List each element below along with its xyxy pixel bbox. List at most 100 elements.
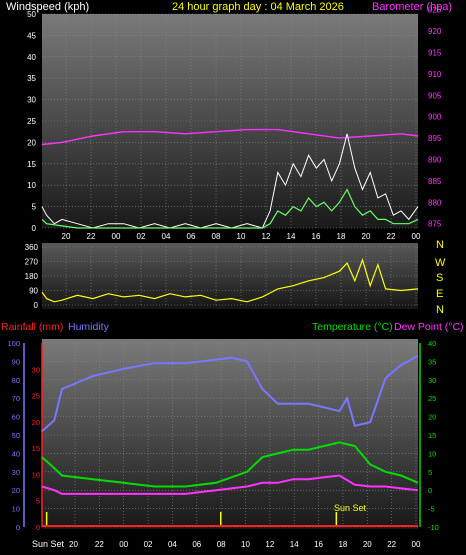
rain-y-tick: 10 bbox=[32, 470, 40, 479]
wind-x-tick: 16 bbox=[312, 232, 321, 241]
temp-x-tick: 16 bbox=[314, 540, 323, 549]
baro-y-tick: 920 bbox=[428, 27, 442, 36]
temp-y-tick: 35 bbox=[428, 357, 436, 366]
baro-y-tick: 910 bbox=[428, 70, 442, 79]
wind-x-tick: 12 bbox=[262, 232, 271, 241]
wind-y-tick: 50 bbox=[27, 10, 36, 19]
direction-y-tick: 180 bbox=[25, 272, 39, 281]
compass-labels: N W S E N bbox=[435, 239, 446, 316]
compass-n-bottom: N bbox=[436, 304, 444, 316]
wind-y-tick: 10 bbox=[27, 181, 36, 190]
baro-y-tick: 895 bbox=[428, 134, 442, 143]
baro-y-tick: 880 bbox=[428, 198, 442, 207]
temp-y-tick: 25 bbox=[428, 394, 436, 403]
temperature-line bbox=[41, 441, 419, 488]
humidity-y-tick: 80 bbox=[12, 376, 20, 385]
compass-n-top: N bbox=[436, 239, 444, 251]
temp-x-tick: 06 bbox=[192, 540, 201, 549]
humidity-line bbox=[41, 355, 419, 433]
humidity-y-tick: 20 bbox=[12, 486, 20, 495]
direction-grid bbox=[42, 246, 418, 306]
temp-x-tick: 00 bbox=[412, 540, 421, 549]
wind-x-tick: 20 bbox=[362, 232, 371, 241]
baro-y-tick: 875 bbox=[428, 220, 442, 229]
temp-x-tick: 10 bbox=[241, 540, 250, 549]
temp-y-tick: 20 bbox=[428, 413, 436, 422]
wind-y-tick: 15 bbox=[27, 160, 36, 169]
rain-y-tick: 5 bbox=[36, 497, 40, 506]
humidity-y-tick: 30 bbox=[12, 468, 20, 477]
temp-y-tick: 5 bbox=[428, 468, 432, 477]
humidity-y-tick: 60 bbox=[12, 413, 20, 422]
barometer-line bbox=[41, 128, 419, 146]
humidity-y-tick: 100 bbox=[7, 339, 20, 348]
wind-x-tick: 04 bbox=[162, 232, 171, 241]
direction-line bbox=[41, 258, 419, 303]
temp-y-tick: -5 bbox=[428, 505, 435, 514]
temp-x-tick: 08 bbox=[217, 540, 226, 549]
baro-y-tick: 915 bbox=[428, 49, 442, 58]
humidity-label: Humidity bbox=[68, 321, 110, 333]
compass-w: W bbox=[435, 257, 446, 269]
direction-y-tick: 270 bbox=[25, 258, 39, 267]
temp-label: Temperature (°C) bbox=[312, 321, 393, 333]
direction-plot-area bbox=[42, 243, 418, 309]
baro-label: Barometer (hpa) bbox=[372, 1, 452, 13]
wind-x-tick: 10 bbox=[237, 232, 246, 241]
baro-y-tick: 890 bbox=[428, 156, 442, 165]
direction-y-tick: 90 bbox=[29, 287, 38, 296]
baro-y-tick: 905 bbox=[428, 91, 442, 100]
humidity-y-tick: 70 bbox=[12, 394, 20, 403]
temp-x-tick: 00 bbox=[119, 540, 128, 549]
sunset-axis-label: Sun Set bbox=[32, 539, 65, 549]
chart-title: 24 hour graph day : 04 March 2026 bbox=[172, 1, 344, 13]
wind-x-tick: 02 bbox=[137, 232, 146, 241]
wind-y-tick: 0 bbox=[32, 224, 37, 233]
direction-y-tick: 0 bbox=[34, 301, 39, 310]
wind-plot-area bbox=[42, 14, 418, 228]
wind-y-tick: 5 bbox=[32, 203, 37, 212]
wind-x-tick: 22 bbox=[87, 232, 96, 241]
rain-y-tick: 15 bbox=[32, 444, 40, 453]
humidity-y-tick: 90 bbox=[12, 357, 20, 366]
humidity-y-tick: 0 bbox=[16, 523, 20, 532]
temp-x-tick: 12 bbox=[265, 540, 274, 549]
sunset-label: Sun Set bbox=[334, 503, 367, 513]
temp-x-tick: 22 bbox=[387, 540, 396, 549]
rain-y-tick: 0 bbox=[36, 523, 40, 532]
wind-y-tick: 40 bbox=[27, 53, 36, 62]
temp-x-tick: 02 bbox=[144, 540, 153, 549]
wind-x-tick: 06 bbox=[187, 232, 196, 241]
baro-y-tick: 900 bbox=[428, 113, 442, 122]
wind-x-tick: 00 bbox=[112, 232, 121, 241]
humidity-y-tick: 10 bbox=[12, 505, 20, 514]
humidity-y-tick: 50 bbox=[12, 431, 20, 440]
temp-y-tick: 0 bbox=[428, 486, 432, 495]
wind-x-tick: 18 bbox=[337, 232, 346, 241]
wind-y-tick: 35 bbox=[27, 74, 36, 83]
compass-e: E bbox=[436, 288, 443, 300]
wind-y-tick: 25 bbox=[27, 117, 36, 126]
temp-x-tick: 04 bbox=[168, 540, 177, 549]
baro-y-tick: 925 bbox=[428, 6, 442, 15]
temp-grid bbox=[42, 342, 418, 528]
temp-x-tick: 20 bbox=[363, 540, 372, 549]
temp-y-tick: 30 bbox=[428, 376, 436, 385]
gust-line bbox=[41, 133, 419, 229]
rain-y-tick: 30 bbox=[32, 365, 40, 374]
humidity-y-tick: 40 bbox=[12, 449, 20, 458]
wind-x-tick: 00 bbox=[412, 232, 421, 241]
wind-y-tick: 30 bbox=[27, 96, 36, 105]
compass-s: S bbox=[436, 272, 443, 284]
temp-y-tick: 40 bbox=[428, 339, 436, 348]
dew-label: Dew Point (°C) bbox=[394, 321, 464, 333]
rain-y-tick: 20 bbox=[32, 418, 40, 427]
series-lines bbox=[41, 128, 419, 527]
wind-y-tick: 20 bbox=[27, 138, 36, 147]
rain-y-tick: 25 bbox=[32, 392, 40, 401]
temp-x-tick: 18 bbox=[338, 540, 347, 549]
temp-plot-area bbox=[42, 339, 418, 529]
wind-y-tick: 45 bbox=[27, 31, 36, 40]
temp-y-tick: 10 bbox=[428, 449, 436, 458]
